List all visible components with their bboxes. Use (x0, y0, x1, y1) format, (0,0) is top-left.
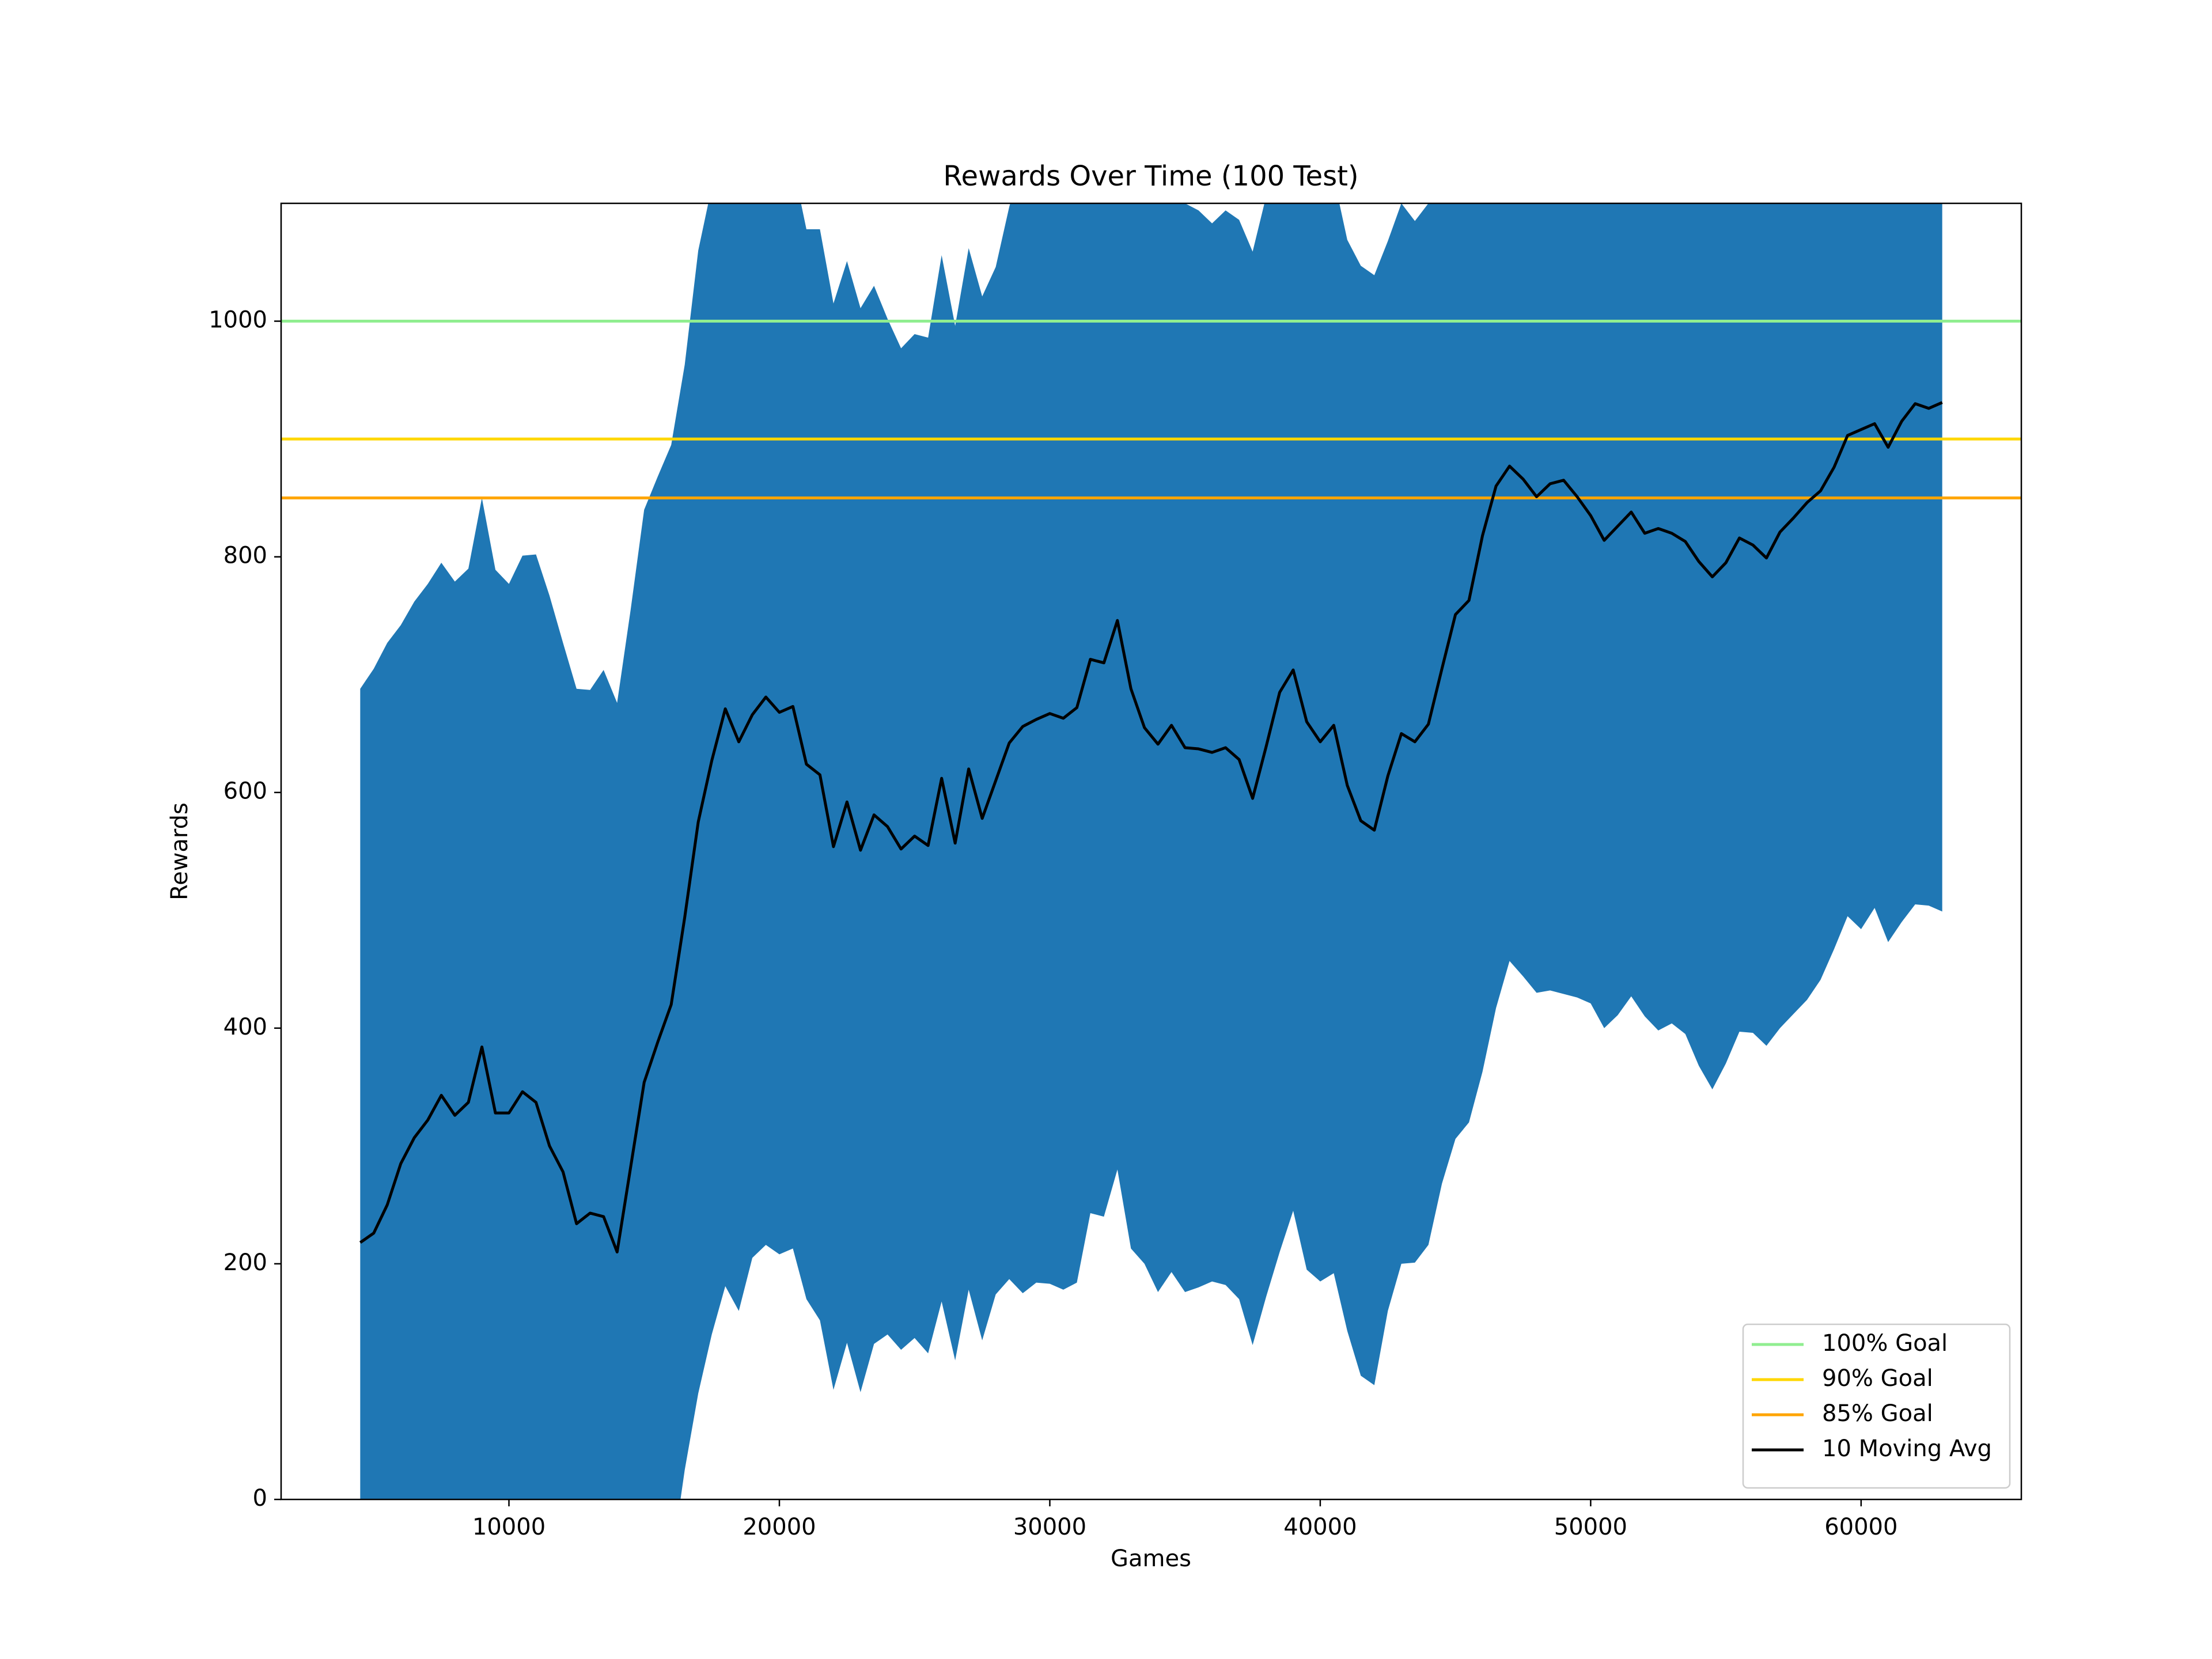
x-tick-label: 50000 (1554, 1514, 1627, 1540)
legend-label: 10 Moving Avg (1822, 1435, 1992, 1462)
x-tick-label: 30000 (1013, 1514, 1086, 1540)
y-tick-label: 600 (224, 778, 267, 805)
chart-title: Rewards Over Time (100 Test) (943, 160, 1358, 192)
y-tick-label: 200 (224, 1249, 267, 1276)
legend-label: 85% Goal (1822, 1400, 1933, 1427)
y-tick-label: 400 (224, 1014, 267, 1040)
x-tick-label: 40000 (1283, 1514, 1357, 1540)
axes-frame (280, 202, 2022, 1501)
x-tick-label: 60000 (1824, 1514, 1897, 1540)
std-band (360, 203, 1942, 1499)
y-tick-label: 1000 (209, 307, 267, 334)
legend-box (1742, 1323, 2011, 1489)
x-tick-label: 10000 (472, 1514, 546, 1540)
legend-label: 90% Goal (1822, 1365, 1933, 1392)
legend-label: 100% Goal (1822, 1330, 1948, 1357)
y-axis-label: Rewards (166, 802, 193, 900)
plot-area (281, 203, 2021, 1499)
legend: 100% Goal 90% Goal 85% Goal 10 Moving Avg (1742, 1323, 2011, 1489)
x-axis-label: Games (1111, 1546, 1191, 1572)
y-tick-label: 800 (224, 543, 267, 569)
x-tick-label: 20000 (743, 1514, 816, 1540)
moving-avg-line (359, 401, 1943, 1253)
y-tick-label: 0 (253, 1485, 267, 1512)
axes: 10000 20000 30000 40000 50000 60000 0 200 400 600… (209, 202, 2022, 1540)
